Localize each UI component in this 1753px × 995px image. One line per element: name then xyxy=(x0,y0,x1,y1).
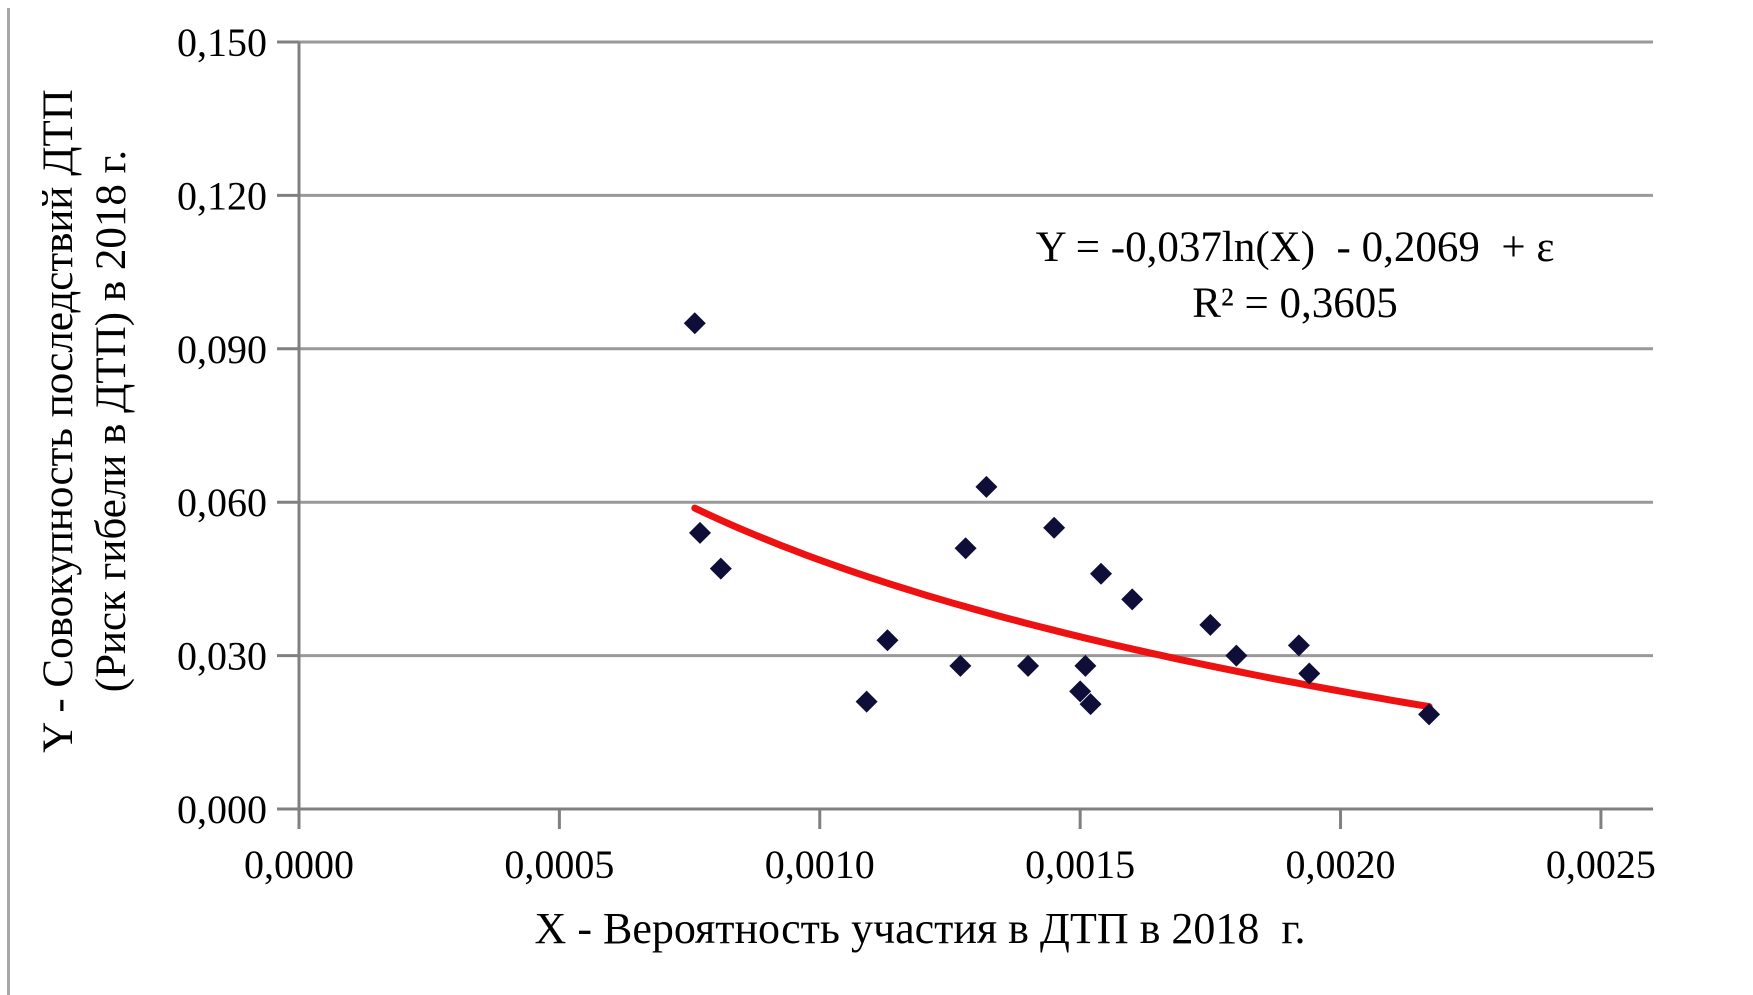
data-point xyxy=(1298,662,1321,685)
x-tick-label: 0,0010 xyxy=(765,842,875,887)
y-tick-label: 0,120 xyxy=(177,173,267,218)
data-point xyxy=(855,690,878,713)
data-point xyxy=(1225,644,1248,667)
data-point xyxy=(975,475,998,498)
data-point xyxy=(709,557,732,580)
x-tick-label: 0,0000 xyxy=(244,842,354,887)
x-tick-label: 0,0005 xyxy=(504,842,614,887)
data-point xyxy=(1069,680,1092,703)
data-point xyxy=(949,654,972,677)
y-tick-label: 0,090 xyxy=(177,327,267,372)
y-tick-label: 0,030 xyxy=(177,634,267,679)
y-tick-label: 0,150 xyxy=(177,20,267,65)
y-axis-title: Y - Совокупность последствий ДТП (Риск г… xyxy=(32,71,144,771)
equation-text: Y = -0,037ln(X) - 0,2069 + ε xyxy=(1035,224,1555,271)
data-point xyxy=(1079,693,1102,716)
y-tick-label: 0,060 xyxy=(177,480,267,525)
data-point xyxy=(1017,654,1040,677)
y-axis-title-line1: Y - Совокупность последствий ДТП xyxy=(35,89,82,753)
x-tick-label: 0,0025 xyxy=(1546,842,1656,887)
data-point xyxy=(876,629,899,652)
data-point xyxy=(1043,516,1066,539)
r-squared-text: R² = 0,3605 xyxy=(1192,280,1398,327)
x-tick-label: 0,0015 xyxy=(1025,842,1135,887)
figure-left-border xyxy=(7,8,10,995)
data-point xyxy=(688,521,711,544)
data-point xyxy=(1287,634,1310,657)
data-point xyxy=(1089,562,1112,585)
data-point xyxy=(1418,703,1441,726)
y-axis-title-line2: (Риск гибели в ДТП) в 2018 г. xyxy=(88,149,135,693)
x-axis-title: X - Вероятность участия в ДТП в 2018 г. xyxy=(534,904,1306,953)
data-point xyxy=(1121,588,1144,611)
trend-line xyxy=(691,504,1433,711)
y-tick-label: 0,000 xyxy=(177,787,267,832)
data-point xyxy=(954,537,977,560)
trendline-annotation: Y = -0,037ln(X) - 0,2069 + ε R² = 0,3605 xyxy=(890,220,1700,332)
data-point xyxy=(683,312,706,335)
data-point xyxy=(1199,613,1222,636)
data-point xyxy=(1074,654,1097,677)
x-tick-label: 0,0020 xyxy=(1286,842,1396,887)
